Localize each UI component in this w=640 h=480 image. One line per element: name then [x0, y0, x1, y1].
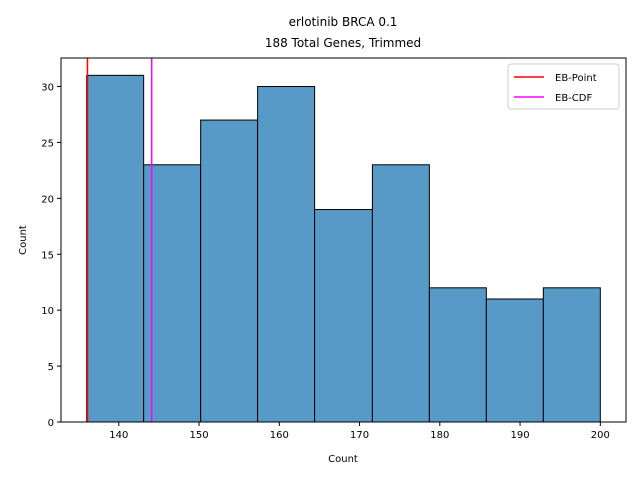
legend-label-eb-point: EB-Point	[555, 73, 597, 84]
histogram-bar-5	[314, 209, 373, 423]
legend: EB-Point EB-CDF	[507, 63, 620, 110]
histogram-bar-1	[86, 74, 145, 423]
x-tick-label: 170	[350, 430, 369, 441]
y-tick-label: 25	[41, 138, 54, 149]
y-tick-label: 15	[41, 250, 54, 261]
histogram-bar-8	[485, 298, 544, 423]
x-tick-label: 150	[189, 430, 208, 441]
y-tick-label: 20	[41, 194, 54, 205]
y-axis-label: Count	[18, 225, 29, 255]
x-tick-label: 160	[270, 430, 289, 441]
legend-label-eb-cdf: EB-CDF	[555, 93, 592, 104]
y-tick-label: 30	[41, 83, 54, 94]
x-tick-label: 190	[511, 430, 530, 441]
chart-title: erlotinib BRCA 0.1	[289, 15, 398, 29]
x-axis-label: Count	[328, 454, 358, 465]
x-tick-label: 180	[430, 430, 449, 441]
chart-subtitle: 188 Total Genes, Trimmed	[265, 36, 421, 50]
histogram-bar-2	[143, 164, 202, 423]
histogram-bar-4	[257, 86, 316, 423]
y-tick-label: 0	[48, 418, 54, 429]
x-tick-label: 200	[591, 430, 610, 441]
histogram-bar-6	[371, 164, 430, 423]
histogram-bars	[86, 74, 601, 423]
histogram-bar-3	[200, 119, 259, 423]
y-tick-label: 5	[48, 362, 54, 373]
plot-frame	[60, 57, 627, 423]
reference-lines	[86, 58, 153, 422]
histogram-bar-9	[542, 287, 601, 423]
y-tick-label: 10	[41, 306, 54, 317]
histogram-bar-7	[428, 287, 487, 423]
x-axis-ticks: 140 150 160 170 180 190 200	[109, 422, 610, 441]
y-axis-ticks: 0 5 10 15 20 25 30	[41, 83, 61, 429]
x-tick-label: 140	[109, 430, 128, 441]
